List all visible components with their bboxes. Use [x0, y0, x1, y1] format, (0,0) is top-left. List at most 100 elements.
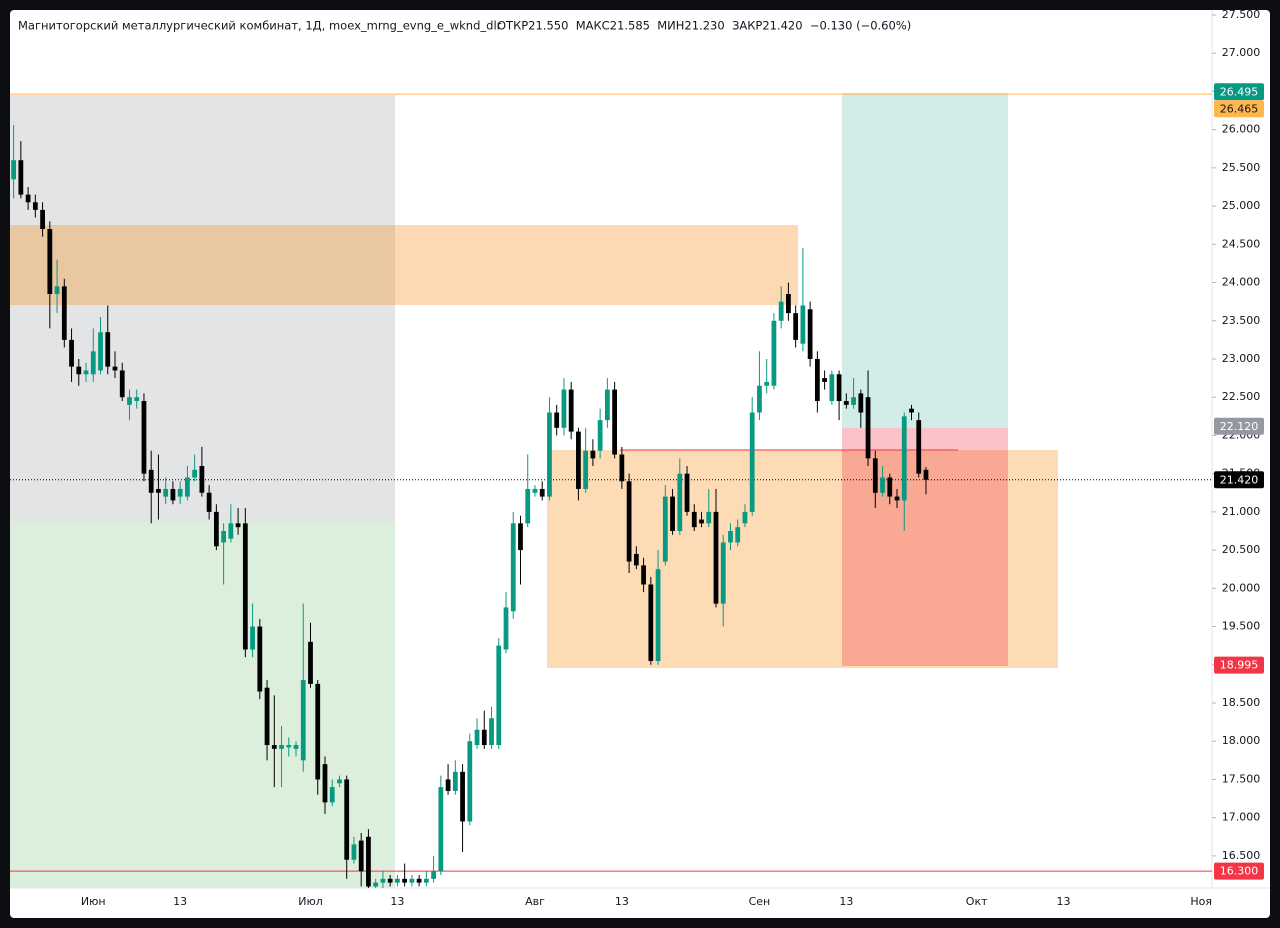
y-tick-label: 17.000	[1222, 811, 1261, 824]
candle-body	[568, 389, 574, 432]
candle-body	[286, 745, 292, 748]
candle-body	[691, 511, 697, 528]
candle-body	[590, 450, 596, 459]
candle-body	[271, 745, 277, 749]
candle-body	[749, 412, 755, 512]
candle-body	[814, 358, 820, 402]
candle-body	[18, 160, 24, 195]
price-label-box	[1214, 417, 1264, 435]
candle-body	[807, 309, 813, 359]
candle-body	[83, 370, 89, 375]
x-tick-label: 13	[390, 895, 404, 908]
candle-body	[358, 840, 364, 872]
candle-body	[670, 496, 675, 531]
candle-body	[735, 527, 741, 543]
candle-body	[170, 488, 176, 501]
price-label-box	[1214, 100, 1264, 118]
candle-body	[843, 401, 849, 405]
candle-body	[213, 511, 219, 547]
demand-zone	[547, 450, 1058, 668]
y-tick-label: 20.500	[1222, 543, 1261, 556]
candle-body	[141, 401, 147, 474]
candle-body	[344, 779, 350, 860]
y-tick-label: 24.000	[1222, 276, 1261, 289]
candle-body	[257, 626, 263, 692]
candle-body	[337, 779, 342, 784]
y-tick-label: 25.000	[1222, 199, 1261, 212]
candle-body	[699, 519, 704, 524]
candle-body	[713, 511, 719, 604]
candle-body	[619, 454, 625, 482]
candle-body	[329, 787, 335, 803]
candle-body	[105, 332, 111, 367]
candle-body	[778, 301, 784, 321]
candle-body	[880, 477, 885, 493]
candle-body	[684, 473, 690, 512]
y-tick-label: 16.500	[1222, 849, 1261, 862]
candle-body	[467, 741, 473, 822]
candle-body	[185, 477, 190, 497]
candle-body	[662, 496, 668, 562]
stop-zone	[842, 428, 1008, 666]
candle-body	[445, 779, 451, 791]
candle-body	[156, 488, 161, 493]
price-label-box	[1214, 862, 1264, 880]
drawings	[10, 93, 1058, 888]
y-tick-label: 18.000	[1222, 734, 1261, 747]
candle-body	[177, 488, 183, 497]
candle-body	[648, 584, 654, 661]
target-zone	[842, 93, 1008, 428]
candle-body	[47, 229, 53, 295]
candle-body	[655, 569, 661, 661]
x-tick-label: Сен	[749, 895, 771, 908]
chart-title: Магнитогорский металлургический комбинат…	[18, 19, 502, 33]
candle-body	[728, 530, 733, 543]
candle-body	[865, 397, 871, 459]
candles	[10, 93, 1212, 888]
candle-body	[351, 844, 357, 860]
candle-body	[315, 683, 321, 780]
candle-body	[293, 745, 299, 749]
y-tick-label: 24.500	[1222, 237, 1261, 250]
price-label-box	[1214, 656, 1264, 674]
candle-body	[431, 871, 436, 879]
candle-body	[872, 458, 878, 493]
y-tick-label: 26.000	[1222, 123, 1261, 136]
candle-body	[452, 771, 458, 791]
candle-body	[11, 160, 17, 180]
y-tick-label: 27.000	[1222, 46, 1261, 59]
candle-body	[518, 523, 523, 551]
candle-body	[423, 878, 429, 883]
candle-body	[677, 473, 683, 531]
candle-body	[69, 339, 74, 367]
candle-body	[61, 286, 67, 340]
candle-body	[481, 729, 487, 746]
y-tick-label: 23.000	[1222, 352, 1261, 365]
candle-body	[894, 496, 900, 501]
candle-body	[887, 477, 893, 497]
candle-body	[757, 385, 762, 413]
candle-body	[250, 626, 255, 650]
candle-body	[800, 305, 806, 344]
price-label: 22.120	[1220, 420, 1259, 433]
x-tick-label: Авг	[525, 895, 545, 908]
candle-body	[395, 878, 400, 883]
price-label: 26.465	[1220, 102, 1259, 115]
candle-body	[923, 469, 929, 480]
candle-body	[554, 412, 560, 428]
candle-body	[793, 313, 799, 340]
candle-body	[235, 523, 241, 528]
candle-body	[54, 286, 60, 295]
candle-body	[148, 469, 154, 493]
candle-body	[163, 488, 169, 497]
candle-body	[127, 397, 132, 405]
y-tick-label: 20.000	[1222, 581, 1261, 594]
y-tick-label: 17.500	[1222, 772, 1261, 785]
candle-body	[489, 718, 494, 746]
candle-body	[822, 378, 827, 382]
candle-body	[228, 523, 234, 539]
candle-body	[525, 488, 531, 524]
candle-body	[706, 511, 712, 524]
y-tick-label: 21.000	[1222, 505, 1261, 518]
